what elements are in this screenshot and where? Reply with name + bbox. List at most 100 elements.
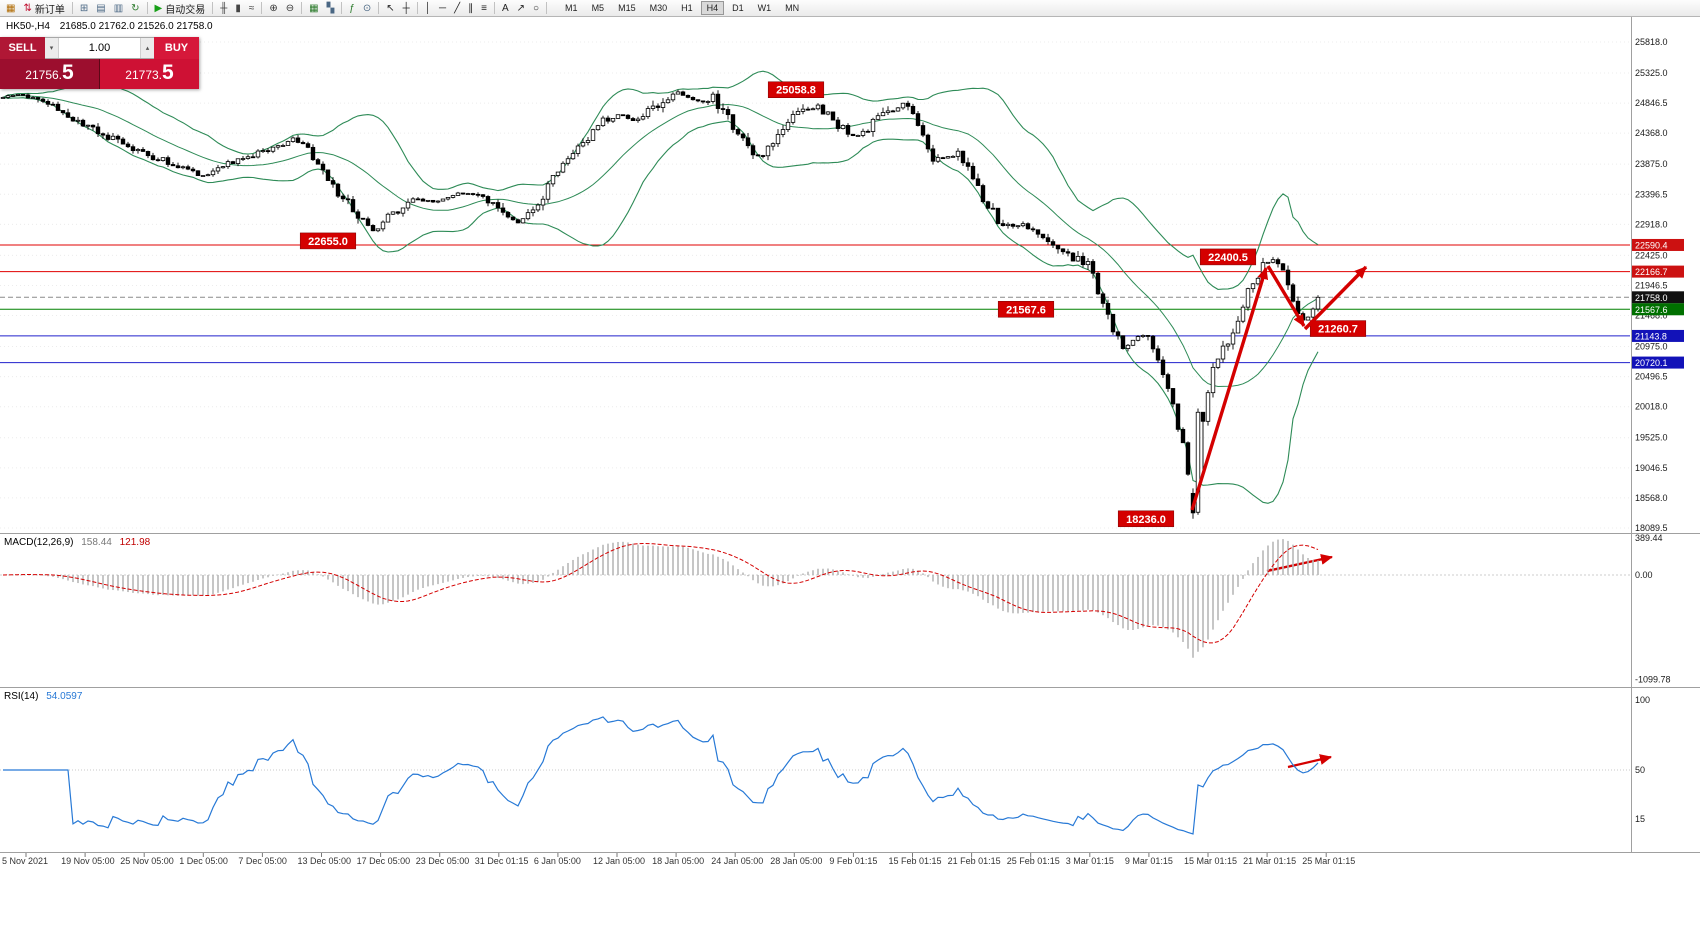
volume-control: ▾ 1.00 ▴ [45, 37, 154, 59]
timeframe-m1-button[interactable]: M1 [565, 3, 578, 13]
volume-increase-button[interactable]: ▴ [140, 38, 154, 58]
svg-text:21260.7: 21260.7 [1318, 324, 1358, 336]
channel-button[interactable]: ∥ [464, 1, 477, 16]
svg-text:389.44: 389.44 [1635, 533, 1663, 543]
tile-windows-button[interactable]: ▦ [305, 1, 322, 16]
macd-layer: 389.44 0.00 -1099.78 [0, 533, 1671, 685]
periods-button[interactable]: ⊙ [359, 1, 375, 16]
fibonacci-button[interactable]: ≡ [477, 1, 491, 16]
toolbar-separator [378, 2, 380, 14]
price-label-22400.5 [1199, 248, 1257, 266]
cascade-windows-button[interactable]: ▚ [323, 1, 339, 16]
bar-chart-icon: ╫ [220, 2, 228, 14]
refresh-button[interactable]: ↻ [127, 1, 143, 16]
svg-text:24 Jan 05:00: 24 Jan 05:00 [711, 856, 763, 866]
sell-button[interactable]: SELL [0, 37, 45, 59]
timeframe-m15-button[interactable]: M15 [618, 3, 636, 13]
line-chart-button[interactable]: ≈ [245, 1, 259, 16]
rsi-value: 54.0597 [46, 691, 83, 702]
auto-trading-button[interactable]: ▶ 自动交易 [151, 1, 210, 16]
svg-text:25058.8: 25058.8 [776, 85, 816, 97]
axis-badge-20720.1 [1632, 356, 1684, 369]
candlestick-chart-button[interactable]: ▮ [231, 1, 245, 16]
timeframe-h4-button[interactable]: H4 [700, 1, 725, 15]
zoom-out-button[interactable]: ⊖ [282, 1, 298, 16]
chevron-up-icon: ▴ [145, 45, 150, 52]
new-chart-button[interactable]: ▦ [2, 1, 19, 16]
timeframe-d1-button[interactable]: D1 [732, 3, 744, 13]
svg-text:0.00: 0.00 [1635, 570, 1653, 580]
volume-decrease-button[interactable]: ▾ [45, 38, 59, 58]
new-order-button[interactable]: ⇅ 新订单 [19, 1, 68, 16]
arrows-button[interactable]: ↗ [513, 1, 529, 16]
macd-value-signal: 121.98 [119, 537, 151, 548]
candles-layer [0, 89, 1321, 519]
symbol-timeframe-label: HK50-,H4 [6, 21, 50, 32]
svg-text:20018.0: 20018.0 [1635, 402, 1668, 412]
buy-button[interactable]: BUY [154, 37, 199, 59]
svg-text:18236.0: 18236.0 [1126, 514, 1166, 526]
svg-text:23875.0: 23875.0 [1635, 159, 1668, 169]
time-axis[interactable]: 5 Nov 2021 19 Nov 05:00 25 Nov 05:00 1 Dec … [2, 853, 1355, 866]
timeframe-w1-button[interactable]: W1 [757, 3, 772, 13]
svg-text:18568.0: 18568.0 [1635, 493, 1668, 503]
svg-text:20975.0: 20975.0 [1635, 342, 1668, 352]
svg-text:24368.0: 24368.0 [1635, 128, 1668, 138]
svg-text:21 Mar 01:15: 21 Mar 01:15 [1243, 856, 1296, 866]
cursor-icon: ↖ [386, 2, 395, 14]
svg-text:19525.0: 19525.0 [1635, 433, 1668, 443]
svg-text:9 Mar 01:15: 9 Mar 01:15 [1125, 856, 1173, 866]
price-axis[interactable]: 25818.0 25325.0 24846.5 24368.0 23875.0 23396… [1631, 17, 1685, 852]
macd-name: MACD(12,26,9) [4, 537, 74, 548]
svg-text:1 Dec 05:00: 1 Dec 05:00 [179, 856, 228, 866]
candlestick-chart-icon: ▮ [235, 2, 241, 14]
buy-price[interactable]: 21773. 5 [100, 59, 199, 89]
timeframe-mn-button[interactable]: MN [785, 3, 800, 13]
price-label-21567.6 [997, 301, 1055, 318]
bar-chart-button[interactable]: ╫ [216, 1, 231, 16]
trendline-button[interactable]: ╱ [450, 1, 464, 16]
shapes-icon: ○ [533, 2, 540, 14]
indicators-button[interactable]: ƒ [345, 1, 359, 16]
zoom-in-icon: ⊕ [269, 2, 278, 14]
price-label-18236.0 [1117, 510, 1175, 528]
sell-price-int: 21756. [25, 68, 62, 82]
chevron-down-icon: ▾ [49, 45, 54, 52]
svg-text:25 Nov 05:00: 25 Nov 05:00 [120, 856, 174, 866]
cursor-button[interactable]: ↖ [382, 1, 398, 16]
ohlc-values: 21685.0 21762.0 21526.0 21758.0 [59, 21, 213, 32]
annotations-layer[interactable]: 25058.8 22655.0 22400.5 21567.6 21260.7 18236… [299, 81, 1368, 769]
vertical-line-button[interactable]: │ [421, 1, 435, 16]
zoom-in-button[interactable]: ⊕ [265, 1, 281, 16]
chart-windows-icon: ⊞ [79, 2, 89, 14]
chart-title: HK50-,H4 21685.0 21762.0 21526.0 21758.0 [6, 21, 213, 32]
timeframe-h1-button[interactable]: H1 [681, 3, 693, 13]
svg-text:25325.0: 25325.0 [1635, 68, 1668, 78]
timeframe-m5-button[interactable]: M5 [591, 3, 605, 13]
horizontal-line-button[interactable]: ─ [435, 1, 450, 16]
shapes-button[interactable]: ○ [529, 1, 543, 16]
svg-text:22655.0: 22655.0 [308, 236, 348, 248]
toolbar-separator [71, 2, 73, 14]
svg-text:17 Dec 05:00: 17 Dec 05:00 [357, 856, 411, 866]
timeframe-m30-button[interactable]: M30 [649, 3, 668, 13]
volume-input[interactable]: 1.00 [88, 42, 111, 54]
crosshair-icon: ┼ [402, 2, 410, 14]
cascade-windows-icon: ▚ [326, 2, 335, 14]
svg-text:22918.0: 22918.0 [1635, 219, 1668, 229]
svg-text:23 Dec 05:00: 23 Dec 05:00 [416, 856, 470, 866]
sell-price[interactable]: 21756. 5 [0, 59, 99, 89]
svg-text:22590.4: 22590.4 [1635, 240, 1668, 250]
timeframe-toolbar: M1 M5 M15 M30 H1 H4 D1 W1 MN [558, 1, 806, 15]
text-button[interactable]: A [498, 1, 513, 16]
crosshair-button[interactable]: ┼ [399, 1, 414, 16]
toolbar-separator [546, 2, 548, 14]
panel-separators [0, 533, 1700, 853]
chart-windows-button[interactable]: ⊞ [76, 1, 92, 16]
axis-badge-21758.0 [1632, 291, 1684, 304]
templates-button[interactable]: ▥ [110, 1, 127, 16]
profiles-button[interactable]: ▤ [92, 1, 109, 16]
rsi-layer: 100 50 15 [0, 695, 1650, 835]
auto-trading-button-label: 自动交易 [165, 4, 206, 16]
